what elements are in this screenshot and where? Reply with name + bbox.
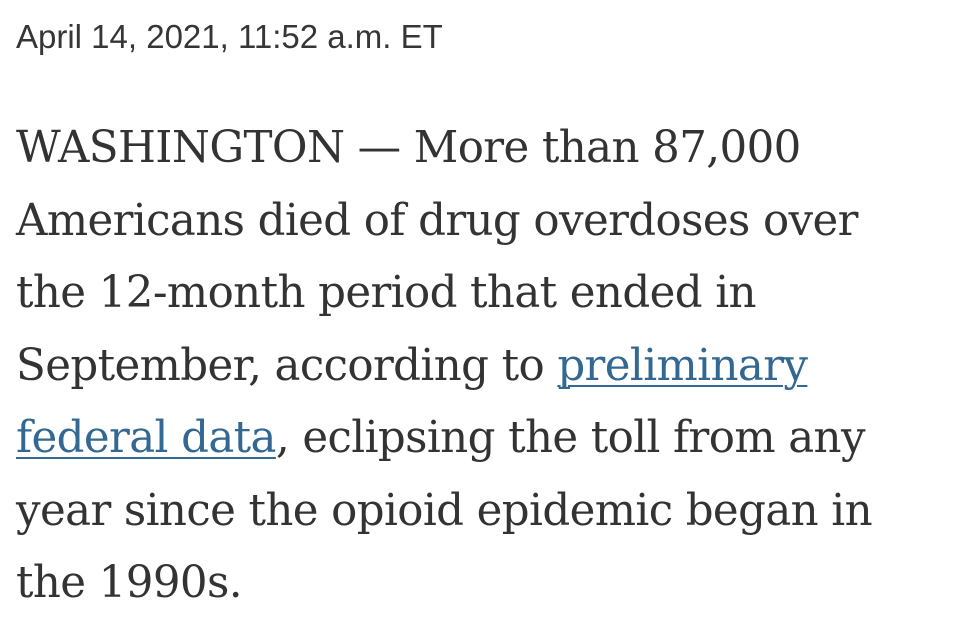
paragraph-line-5: federal data, eclipsing the toll from an… [16,402,951,475]
article-paragraph: WASHINGTON — More than 87,000 Americans … [16,112,951,620]
paragraph-line-3: the 12-month period that ended in [16,268,757,318]
paragraph-text-before-link: September, according to [16,340,558,391]
paragraph-line-4: September, according to preliminary [16,330,951,403]
paragraph-line-2: Americans died of drug overdoses over [16,195,858,246]
timestamp: April 14, 2021, 11:52 a.m. ET [16,18,443,55]
paragraph-line-7: the 1990s. [16,558,243,608]
paragraph-text-after-link: , eclipsing the toll from any [275,413,866,463]
federal-data-link-part-1[interactable]: preliminary [557,340,808,391]
paragraph-line-6: year since the opioid epidemic began in [16,485,873,536]
paragraph-line-1: WASHINGTON — More than 87,000 [16,123,801,173]
federal-data-link-part-2[interactable]: federal data [16,413,277,463]
